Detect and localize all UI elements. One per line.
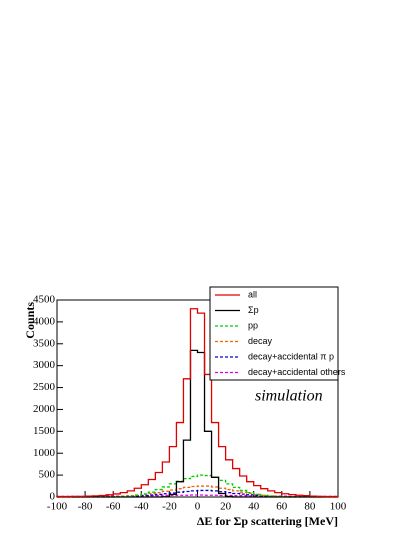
legend-box [209,286,339,381]
x-tick-label: 100 [330,501,347,513]
x-tick-label: 60 [276,501,288,513]
y-tick-label: 500 [39,469,56,481]
x-tick-label: -60 [106,501,121,513]
legend-label: Σp [248,305,259,315]
legend-label: decay+accidental others [248,367,346,377]
x-tick-label: -20 [162,501,177,513]
annotation: simulation [255,388,323,405]
x-axis-label: ΔE for Σp scattering [MeV] [197,514,338,528]
y-axis-label: Counts [23,302,37,339]
x-tick-label: 40 [248,501,260,513]
y-tick-label: 4000 [33,315,56,327]
y-tick-label: 3000 [33,359,56,371]
y-tick-label: 2500 [33,381,56,393]
x-tick-label: 80 [304,501,316,513]
y-tick-label: 4500 [33,294,56,306]
x-tick-label: -80 [78,501,93,513]
x-tick-label: 20 [220,501,232,513]
y-tick-label: 1000 [33,447,56,459]
y-tick-label: 2000 [33,403,56,415]
y-tick-label: 3500 [33,337,56,349]
legend-label: decay+accidental π p [248,351,334,361]
histogram-line [56,494,339,497]
histogram-line [56,485,339,498]
y-tick-label: 1500 [33,425,56,437]
legend-label: pp [248,320,258,330]
y-tick-label: 0 [50,491,56,503]
histogram-line [56,308,339,498]
histogram-line [57,349,338,498]
x-tick-label: -100 [47,501,68,513]
legend-label: all [248,289,257,299]
x-tick-label: 0 [195,501,201,513]
legend-label: decay [248,336,273,346]
x-tick-label: -40 [134,501,149,513]
